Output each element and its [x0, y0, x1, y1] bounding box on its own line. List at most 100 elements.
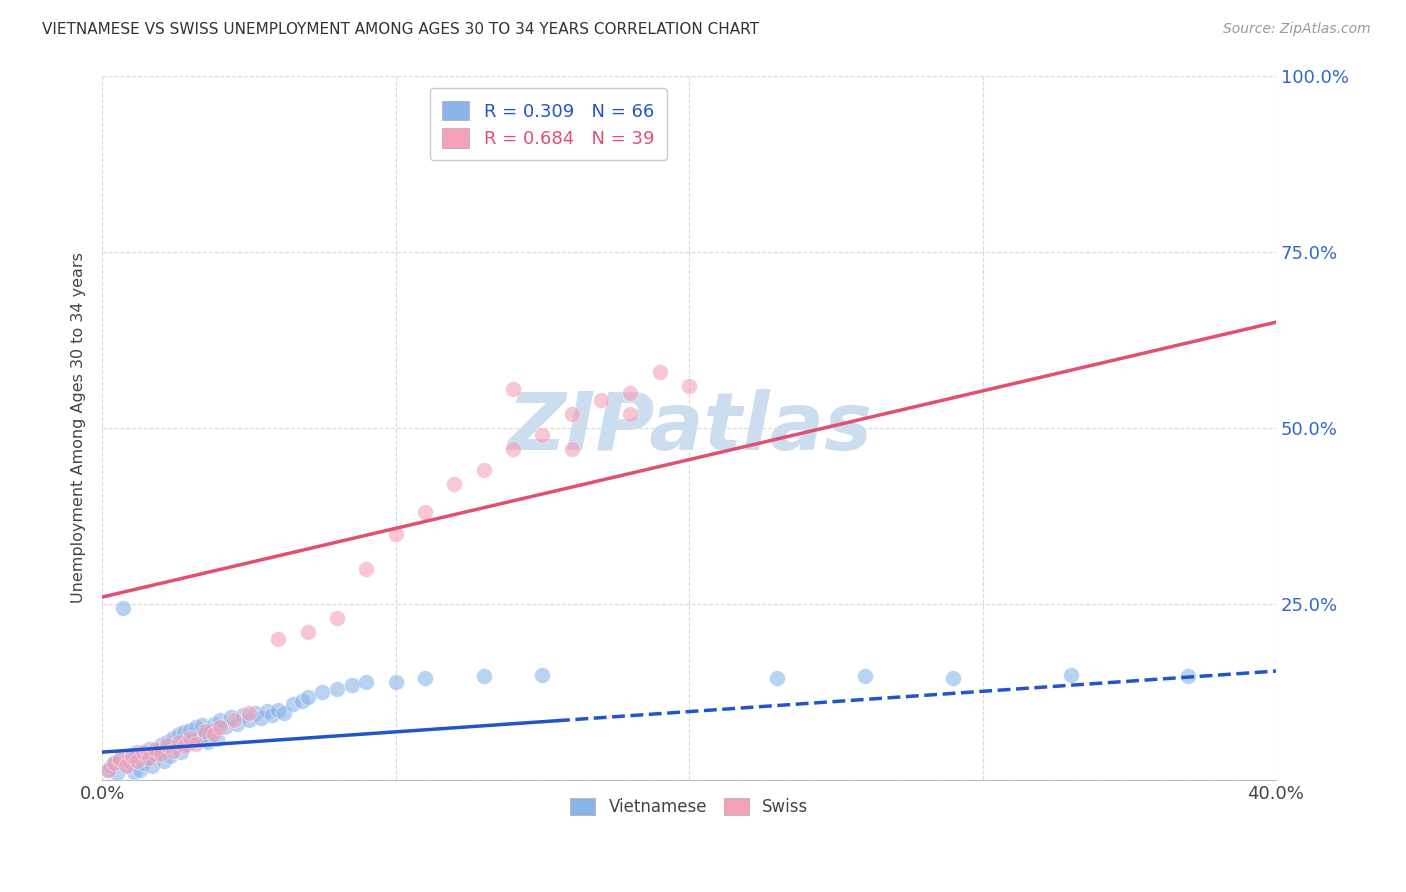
- Point: [114, 757, 136, 772]
- Point: [202, 717, 225, 731]
- Point: [249, 711, 271, 725]
- Point: [111, 600, 134, 615]
- Point: [191, 718, 214, 732]
- Point: [267, 703, 290, 717]
- Point: [356, 674, 378, 689]
- Point: [853, 669, 876, 683]
- Point: [273, 706, 295, 721]
- Point: [502, 382, 524, 396]
- Point: [141, 759, 163, 773]
- Point: [127, 745, 149, 759]
- Point: [267, 632, 290, 647]
- Point: [170, 745, 193, 759]
- Point: [413, 671, 436, 685]
- Point: [143, 747, 166, 761]
- Point: [97, 763, 120, 777]
- Text: Source: ZipAtlas.com: Source: ZipAtlas.com: [1223, 22, 1371, 37]
- Point: [1059, 667, 1081, 681]
- Point: [224, 714, 246, 728]
- Point: [619, 385, 641, 400]
- Point: [226, 717, 249, 731]
- Point: [97, 763, 120, 777]
- Point: [105, 766, 128, 780]
- Point: [127, 754, 149, 768]
- Point: [138, 741, 160, 756]
- Point: [176, 737, 198, 751]
- Point: [648, 365, 671, 379]
- Point: [159, 748, 181, 763]
- Point: [942, 671, 965, 685]
- Point: [162, 731, 184, 745]
- Point: [561, 442, 583, 456]
- Point: [238, 714, 260, 728]
- Point: [129, 763, 152, 777]
- Point: [262, 708, 284, 723]
- Point: [243, 706, 266, 721]
- Point: [156, 734, 179, 748]
- Point: [108, 752, 131, 766]
- Point: [326, 681, 349, 696]
- Point: [194, 727, 217, 741]
- Text: ZIPatlas: ZIPatlas: [506, 389, 872, 467]
- Y-axis label: Unemployment Among Ages 30 to 34 years: Unemployment Among Ages 30 to 34 years: [72, 252, 86, 603]
- Point: [472, 669, 495, 683]
- Point: [197, 734, 219, 748]
- Point: [214, 721, 236, 735]
- Point: [184, 721, 207, 735]
- Point: [103, 756, 125, 770]
- Point: [149, 738, 172, 752]
- Point: [167, 727, 190, 741]
- Point: [384, 526, 406, 541]
- Point: [202, 727, 225, 741]
- Point: [149, 747, 172, 761]
- Point: [138, 750, 160, 764]
- Point: [221, 710, 243, 724]
- Point: [297, 625, 319, 640]
- Point: [678, 378, 700, 392]
- Point: [167, 734, 190, 748]
- Point: [1177, 669, 1199, 683]
- Point: [472, 463, 495, 477]
- Point: [502, 442, 524, 456]
- Point: [143, 741, 166, 756]
- Point: [117, 754, 139, 768]
- Point: [238, 706, 260, 721]
- Point: [173, 739, 195, 754]
- Point: [443, 477, 465, 491]
- Point: [208, 714, 231, 728]
- Point: [165, 739, 187, 754]
- Point: [179, 731, 201, 745]
- Point: [356, 562, 378, 576]
- Point: [619, 407, 641, 421]
- Point: [208, 721, 231, 735]
- Point: [232, 708, 254, 723]
- Point: [188, 730, 211, 744]
- Point: [311, 685, 333, 699]
- Point: [340, 678, 363, 692]
- Point: [114, 759, 136, 773]
- Point: [297, 690, 319, 705]
- Point: [561, 407, 583, 421]
- Point: [121, 748, 143, 763]
- Point: [384, 674, 406, 689]
- Point: [108, 752, 131, 766]
- Point: [132, 756, 155, 770]
- Point: [124, 764, 146, 779]
- Point: [413, 506, 436, 520]
- Point: [179, 723, 201, 737]
- Point: [156, 738, 179, 752]
- Point: [531, 667, 554, 681]
- Point: [181, 732, 204, 747]
- Point: [531, 428, 554, 442]
- Point: [132, 745, 155, 759]
- Point: [162, 744, 184, 758]
- Point: [153, 754, 176, 768]
- Point: [194, 723, 217, 738]
- Legend: Vietnamese, Swiss: Vietnamese, Swiss: [562, 790, 817, 825]
- Point: [326, 611, 349, 625]
- Point: [100, 759, 122, 773]
- Point: [103, 756, 125, 770]
- Point: [205, 732, 228, 747]
- Point: [589, 392, 612, 407]
- Point: [281, 697, 304, 711]
